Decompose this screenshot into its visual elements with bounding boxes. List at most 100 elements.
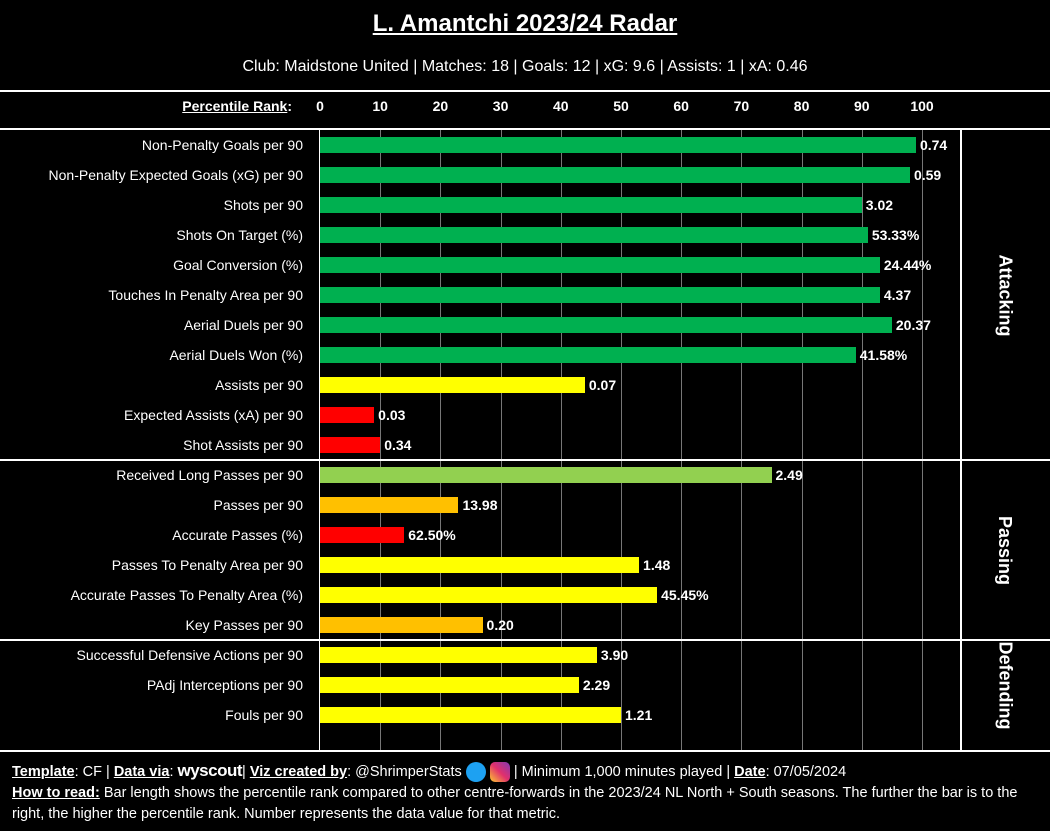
template-label: Template [12, 764, 75, 780]
metric-label: Goal Conversion (%) [173, 257, 303, 273]
metric-bar [320, 407, 375, 423]
metric-label: Assists per 90 [215, 377, 303, 393]
metric-bar [320, 527, 405, 543]
metric-value-label: 45.45% [661, 587, 709, 603]
metric-bar [320, 227, 868, 243]
gridline [380, 130, 382, 750]
metric-label: Accurate Passes To Penalty Area (%) [70, 587, 303, 603]
metric-label: Non-Penalty Goals per 90 [141, 137, 303, 153]
metric-value-label: 1.21 [625, 707, 653, 723]
metric-value-label: 13.98 [462, 497, 498, 513]
gridline [681, 130, 683, 750]
divider [0, 90, 1050, 92]
metric-label: Key Passes per 90 [185, 617, 303, 633]
y-axis-line [319, 130, 320, 750]
date-value: : 07/05/2024 [765, 764, 847, 780]
gridline [440, 130, 442, 750]
x-tick-label: 60 [673, 98, 689, 114]
gridline [560, 130, 562, 750]
metric-bar [320, 707, 621, 723]
section-label-text: Attacking [995, 253, 1016, 337]
chart-title: L. Amantchi 2023/24 Radar [372, 10, 678, 37]
metric-label: Aerial Duels Won (%) [169, 347, 303, 363]
viz-handle: : @ShrimperStats [347, 764, 462, 780]
date-label: Date [734, 764, 766, 780]
gridline [922, 130, 923, 750]
metric-value-label: 2.49 [775, 467, 803, 483]
metric-value-label: 53.33% [871, 227, 920, 243]
divider [0, 128, 1050, 130]
metric-bar [320, 197, 862, 213]
metric-value-label: 24.44% [883, 257, 932, 273]
chart-subtitle: Club: Maidstone United | Matches: 18 | G… [242, 58, 808, 75]
metric-value-label: 2.29 [582, 677, 611, 693]
metric-label: Fouls per 90 [225, 707, 303, 723]
metric-bar [320, 617, 483, 633]
x-tick-label: 100 [910, 98, 934, 114]
x-axis-label: Percentile Rank: [182, 98, 292, 114]
metric-bar [320, 587, 658, 603]
metric-value-label: 3.02 [865, 197, 894, 213]
gridline [500, 130, 502, 750]
metric-bar [320, 257, 880, 273]
metric-bar [320, 287, 880, 303]
metric-bar [320, 137, 916, 153]
gridline [801, 130, 803, 750]
metric-label: Received Long Passes per 90 [116, 467, 303, 483]
metric-label: Touches In Penalty Area per 90 [108, 287, 303, 303]
wyscout-logo: wyscout [177, 761, 243, 780]
viz-label: Viz created by [249, 764, 348, 780]
section-divider [0, 639, 1050, 641]
metric-bar [320, 677, 579, 693]
metric-label: Successful Defensive Actions per 90 [76, 647, 303, 663]
metric-label: Shots per 90 [223, 197, 303, 213]
metric-value-label: 0.07 [588, 377, 617, 393]
x-tick-label: 40 [553, 98, 569, 114]
metric-value-label: 20.37 [895, 317, 931, 333]
data-label: Data via [113, 764, 170, 780]
x-tick-label: 80 [793, 98, 810, 114]
divider [0, 750, 1050, 752]
x-axis-label-text: Percentile Rank [182, 98, 288, 114]
metric-value-label: 0.03 [378, 407, 406, 423]
instagram-icon [489, 762, 510, 783]
section-label: Attacking [960, 130, 1050, 460]
metric-label: Passes per 90 [213, 497, 304, 513]
section-label: Defending [960, 640, 1050, 730]
metric-value-label: 41.58% [859, 347, 908, 363]
gridline [741, 130, 743, 750]
x-tick-label: 30 [492, 98, 509, 114]
metric-bar [320, 317, 892, 333]
section-label-text: Defending [995, 641, 1016, 729]
x-tick-label: 10 [372, 98, 388, 114]
x-tick-label: 70 [733, 98, 750, 114]
metric-value-label: 0.59 [913, 167, 942, 183]
metric-value-label: 62.50% [408, 527, 456, 543]
metric-value-label: 0.20 [486, 617, 514, 633]
metric-value-label: 0.34 [384, 437, 412, 453]
howto-text: Bar length shows the percentile rank com… [12, 785, 1018, 822]
howto-label: How to read: [12, 785, 100, 801]
section-label-text: Passing [995, 515, 1016, 585]
metric-label: Passes To Penalty Area per 90 [111, 557, 303, 573]
metric-label: Aerial Duels per 90 [183, 317, 303, 333]
metric-bar [320, 467, 772, 483]
minimum-minutes: | Minimum 1,000 minutes played | [509, 764, 735, 780]
footer: Template: CF | Data via: wyscout| Viz cr… [12, 761, 1018, 822]
metric-label: PAdj Interceptions per 90 [146, 677, 303, 693]
metric-bar [320, 647, 597, 663]
x-tick-label: 0 [316, 98, 324, 114]
metric-label: Shot Assists per 90 [183, 437, 303, 453]
x-tick-label: 90 [854, 98, 870, 114]
metric-bar [320, 497, 459, 513]
metric-label: Expected Assists (xA) per 90 [124, 407, 303, 423]
metric-bar [320, 437, 381, 453]
twitter-icon [465, 762, 486, 783]
metric-label: Shots On Target (%) [176, 227, 303, 243]
metric-value-label: 4.37 [883, 287, 912, 303]
gridline [861, 130, 863, 750]
x-tick-label: 20 [432, 98, 449, 114]
x-tick-label: 50 [613, 98, 629, 114]
section-divider [0, 459, 1050, 461]
